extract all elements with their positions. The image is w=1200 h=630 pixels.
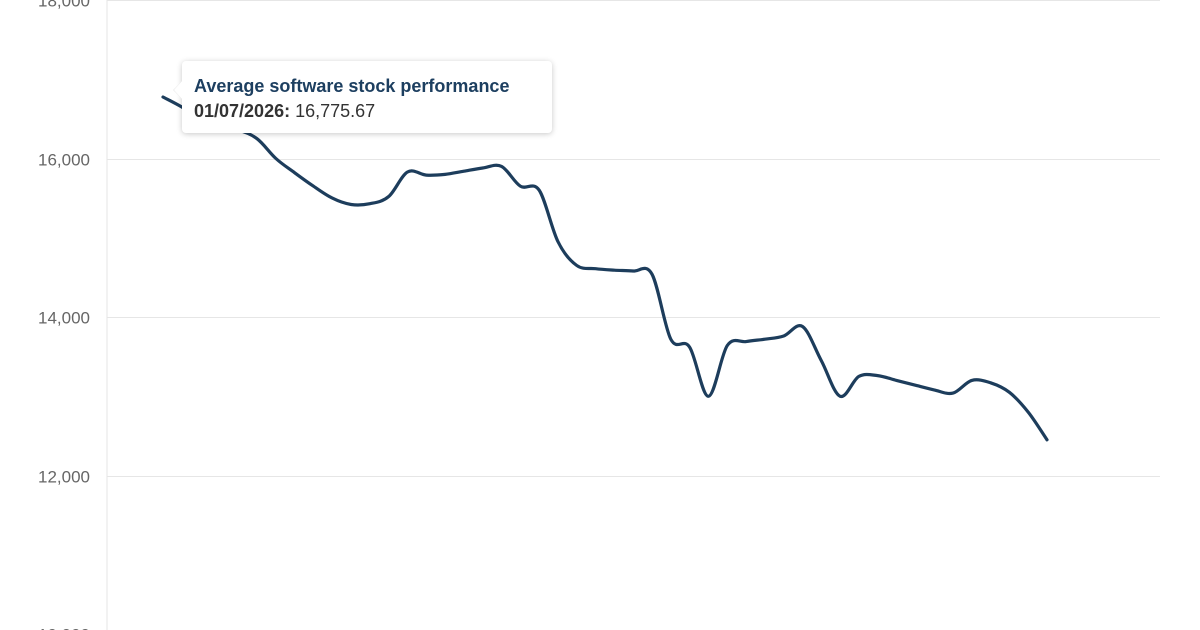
tooltip-value: 16,775.67 (295, 101, 376, 121)
tooltip-separator: : (284, 101, 291, 121)
series-line-average-software-stock-performance[interactable] (161, 95, 1049, 442)
y-tick-label: 12,000 (38, 468, 90, 487)
y-axis-ticks: 10,000 12,000 14,000 16,000 18,000 (38, 0, 90, 630)
tooltip-value-row: 01/07/2026: 16,775.67 (194, 99, 540, 124)
y-tick-label: 16,000 (38, 151, 90, 170)
tooltip: Average software stock performance 01/07… (173, 61, 552, 133)
y-tick-label: 14,000 (38, 309, 90, 328)
grid-lines (107, 0, 1160, 477)
y-tick-label: 18,000 (38, 0, 90, 11)
tooltip-series-name: Average software stock performance (194, 76, 510, 96)
y-tick-label: 10,000 (38, 626, 90, 630)
tooltip-date: 01/07/2026 (194, 101, 285, 121)
